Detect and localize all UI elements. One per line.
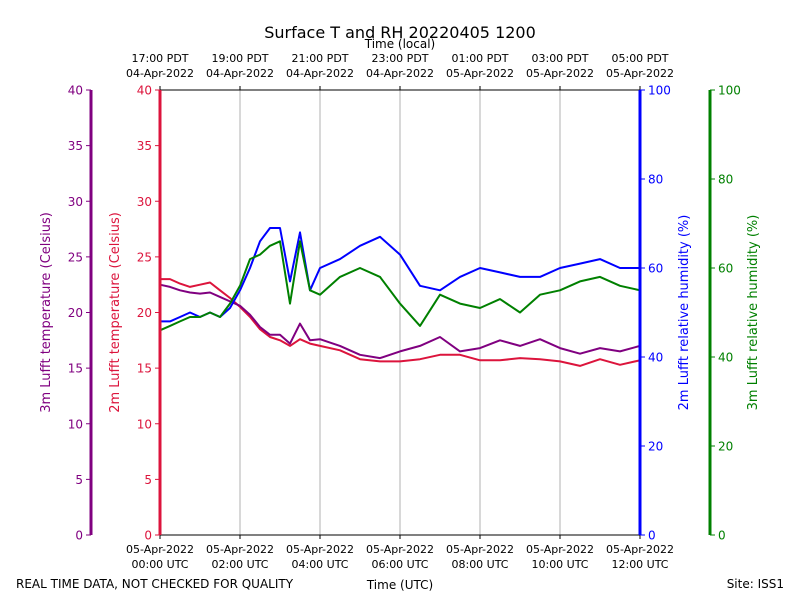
t2m-tick-label: 0	[144, 529, 152, 543]
top-tick-time: 21:00 PDT	[291, 52, 348, 65]
top-tick-time: 17:00 PDT	[131, 52, 188, 65]
t3m-tick-label: 20	[68, 306, 83, 320]
bottom-time-axis: 05-Apr-2022 00:00 UTC 05-Apr-2022 02:00 UTC…	[126, 535, 674, 571]
t3m-tick-label: 25	[68, 250, 83, 264]
t3m-tick-label: 40	[68, 84, 83, 98]
bottom-tick-time: 04:00 UTC	[291, 558, 348, 571]
grid-lines	[239, 90, 561, 535]
t3m-series-line	[159, 283, 641, 360]
top-tick-time: 01:00 PDT	[451, 52, 508, 65]
t2m-tick-label: 5	[144, 473, 152, 487]
bottom-tick-time: 10:00 UTC	[531, 558, 588, 571]
t3m-tick-label: 15	[68, 362, 83, 376]
rh3m-tick-label: 100	[718, 84, 741, 98]
bottom-tick-time: 00:00 UTC	[131, 558, 188, 571]
rh2m-axis-label: 2m Lufft relative humidity (%)	[677, 215, 692, 411]
rh3m-tick-label: 60	[718, 262, 733, 276]
t2m-tick-label: 30	[137, 195, 152, 209]
rh3m-tick-label: 40	[718, 351, 733, 365]
t2m-tick-label: 15	[137, 362, 152, 376]
t2m-axis-label: 2m Lufft temperature (Celsius)	[108, 212, 123, 413]
bottom-tick-time: 06:00 UTC	[371, 558, 428, 571]
rh2m-tick-label: 20	[648, 440, 663, 454]
y-axes: 0 5 10 15 20 25 30 35 40 3m Lufft temperature (Ce…	[39, 84, 761, 543]
top-time-axis: 17:00 PDT 04-Apr-2022 19:00 PDT 04-Apr-2022…	[126, 52, 674, 90]
top-axis-label: Time (local)	[364, 37, 436, 51]
top-tick-date: 05-Apr-2022	[526, 67, 594, 80]
top-tick-time: 19:00 PDT	[211, 52, 268, 65]
rh3m-tick-label: 80	[718, 173, 733, 187]
bottom-tick-date: 05-Apr-2022	[606, 543, 674, 556]
t3m-tick-label: 5	[75, 473, 83, 487]
bottom-tick-date: 05-Apr-2022	[286, 543, 354, 556]
top-tick-date: 04-Apr-2022	[366, 67, 434, 80]
t2m-tick-label: 25	[137, 250, 152, 264]
t2m-tick-label: 35	[137, 139, 152, 153]
bottom-tick-date: 05-Apr-2022	[126, 543, 194, 556]
t3m-tick-label: 30	[68, 195, 83, 209]
t2m-tick-label: 10	[137, 417, 152, 431]
rh3m-tick-label: 0	[718, 529, 726, 543]
top-tick-time: 05:00 PDT	[611, 52, 668, 65]
t2m-series-line	[160, 278, 641, 367]
t3m-tick-label: 0	[75, 529, 83, 543]
x-axis-label: Time (UTC)	[366, 578, 433, 592]
rh2m-tick-label: 100	[648, 84, 671, 98]
top-tick-date: 05-Apr-2022	[446, 67, 514, 80]
top-tick-time: 03:00 PDT	[531, 52, 588, 65]
top-tick-date: 04-Apr-2022	[126, 67, 194, 80]
bottom-tick-date: 05-Apr-2022	[526, 543, 594, 556]
rh3m-tick-label: 20	[718, 440, 733, 454]
quality-notice: REAL TIME DATA, NOT CHECKED FOR QUALITY	[16, 577, 294, 591]
rh3m-axis-label: 3m Lufft relative humidity (%)	[746, 215, 761, 411]
bottom-tick-time: 08:00 UTC	[451, 558, 508, 571]
t2m-tick-label: 20	[137, 306, 152, 320]
rh2m-tick-label: 60	[648, 262, 663, 276]
t3m-tick-label: 35	[68, 139, 83, 153]
top-tick-date: 05-Apr-2022	[606, 67, 674, 80]
bottom-tick-date: 05-Apr-2022	[206, 543, 274, 556]
series-layer	[159, 227, 641, 367]
bottom-tick-date: 05-Apr-2022	[446, 543, 514, 556]
rh2m-tick-label: 0	[648, 529, 656, 543]
bottom-tick-time: 12:00 UTC	[611, 558, 668, 571]
rh3m-series-line	[159, 240, 641, 332]
site-label: Site: ISS1	[727, 577, 784, 591]
top-tick-date: 04-Apr-2022	[286, 67, 354, 80]
chart-title: Surface T and RH 20220405 1200	[264, 23, 536, 42]
bottom-tick-time: 02:00 UTC	[211, 558, 268, 571]
rh2m-tick-label: 40	[648, 351, 663, 365]
t3m-tick-label: 10	[68, 417, 83, 431]
t2m-tick-label: 40	[137, 84, 152, 98]
t3m-axis-label: 3m Lufft temperature (Celsius)	[39, 212, 54, 413]
top-tick-date: 04-Apr-2022	[206, 67, 274, 80]
rh2m-tick-label: 80	[648, 173, 663, 187]
top-tick-time: 23:00 PDT	[371, 52, 428, 65]
bottom-tick-date: 05-Apr-2022	[366, 543, 434, 556]
